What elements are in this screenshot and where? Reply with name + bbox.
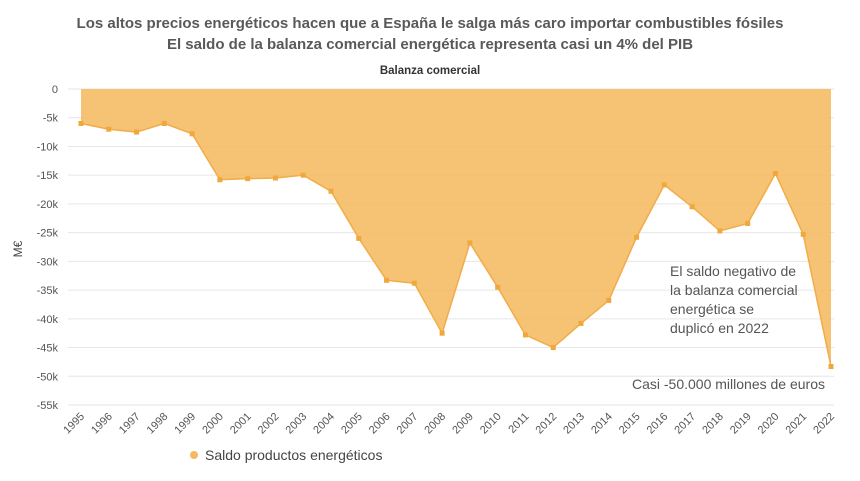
data-point[interactable] — [578, 320, 584, 326]
x-tick-label: 2017 — [672, 411, 698, 437]
series-points — [78, 120, 834, 370]
y-tick-label: 0 — [52, 84, 58, 96]
data-point[interactable] — [245, 176, 251, 182]
data-point[interactable] — [106, 126, 112, 132]
x-tick-label: 2003 — [284, 411, 310, 437]
x-tick-label: 1995 — [61, 411, 87, 437]
data-point[interactable] — [495, 284, 501, 290]
x-tick-label: 2018 — [700, 411, 726, 437]
chart-subtitle: Balanza comercial — [379, 65, 481, 77]
data-point[interactable] — [328, 188, 334, 194]
legend-marker-icon — [190, 451, 198, 459]
data-point[interactable] — [161, 120, 167, 126]
y-tick-label: -15k — [37, 170, 59, 182]
x-tick-label: 2009 — [450, 411, 476, 437]
data-point[interactable] — [411, 280, 417, 286]
legend-label: Saldo productos energéticos — [205, 447, 383, 463]
x-tick-label: 2005 — [339, 411, 365, 437]
y-tick-label: -40k — [37, 314, 59, 326]
series-area-layer — [80, 89, 832, 367]
x-tick-label: 2021 — [784, 411, 810, 437]
y-tick-label: -35k — [37, 285, 59, 297]
y-axis-label: M€ — [11, 240, 25, 257]
x-tick-label: 2010 — [478, 411, 504, 437]
legend[interactable]: Saldo productos energéticos — [190, 447, 382, 463]
x-tick-label: 1997 — [117, 411, 143, 437]
x-axis-ticks: 1995 1996 1997 1998 1999 2000 2001 2002 2003 2004… — [61, 411, 837, 437]
x-tick-label: 2001 — [228, 411, 254, 437]
y-tick-label: -55k — [37, 400, 59, 412]
x-tick-label: 2006 — [367, 411, 393, 437]
x-tick-label: 2000 — [200, 411, 226, 437]
y-tick-label: -10k — [37, 141, 59, 153]
y-axis-ticks: 0 -5k -10k -15k -20k -25k -30k -35k -40k -45k -50k… — [37, 84, 59, 412]
x-tick-label: 2002 — [256, 411, 282, 437]
series-line — [80, 122, 832, 367]
data-point[interactable] — [772, 170, 778, 176]
data-point[interactable] — [745, 220, 751, 226]
x-tick-label: 2019 — [728, 411, 754, 437]
y-tick-label: -30k — [37, 256, 59, 268]
x-tick-label: 1999 — [172, 411, 198, 437]
annotation-50000: Casi -50.000 millones de euros — [632, 376, 825, 392]
x-tick-label: 2020 — [756, 411, 782, 437]
data-point[interactable] — [467, 240, 473, 246]
x-tick-label: 2008 — [422, 411, 448, 437]
chart-title-line2: El saldo de la balanza comercial energét… — [166, 36, 694, 53]
annotation-doubled: El saldo negativo de la balanza comercia… — [670, 263, 798, 336]
data-point[interactable] — [522, 332, 528, 338]
x-tick-label: 2007 — [395, 411, 421, 437]
data-point[interactable] — [134, 129, 140, 135]
y-tick-label: -50k — [37, 371, 59, 383]
x-tick-label: 2012 — [534, 411, 560, 437]
data-point[interactable] — [828, 364, 834, 370]
y-tick-label: -25k — [37, 228, 59, 240]
y-tick-label: -5k — [43, 113, 59, 125]
data-point[interactable] — [78, 120, 84, 126]
x-tick-label: 2022 — [811, 411, 837, 437]
x-tick-label: 2013 — [561, 411, 587, 437]
x-tick-label: 2004 — [311, 411, 337, 437]
data-point[interactable] — [384, 277, 390, 283]
x-tick-label: 2016 — [645, 411, 671, 437]
data-point[interactable] — [217, 177, 223, 183]
data-point[interactable] — [689, 204, 695, 210]
data-point[interactable] — [634, 234, 640, 240]
data-point[interactable] — [356, 235, 362, 241]
data-point[interactable] — [661, 182, 667, 188]
series-area — [81, 89, 831, 367]
data-point[interactable] — [550, 345, 556, 351]
data-point[interactable] — [272, 175, 278, 181]
y-tick-label: -45k — [37, 343, 59, 355]
chart-title-line1: Los altos precios energéticos hacen que … — [76, 15, 784, 32]
data-point[interactable] — [300, 172, 306, 178]
x-tick-label: 2015 — [617, 411, 643, 437]
data-point[interactable] — [800, 231, 806, 237]
x-tick-label: 2011 — [506, 411, 531, 436]
data-point[interactable] — [606, 297, 612, 303]
x-tick-label: 1996 — [89, 411, 115, 437]
data-point[interactable] — [189, 131, 195, 137]
x-tick-label: 2014 — [589, 411, 615, 437]
data-point[interactable] — [439, 330, 445, 336]
data-point[interactable] — [717, 228, 723, 234]
x-tick-label: 1998 — [145, 411, 171, 437]
y-tick-label: -20k — [37, 199, 59, 211]
